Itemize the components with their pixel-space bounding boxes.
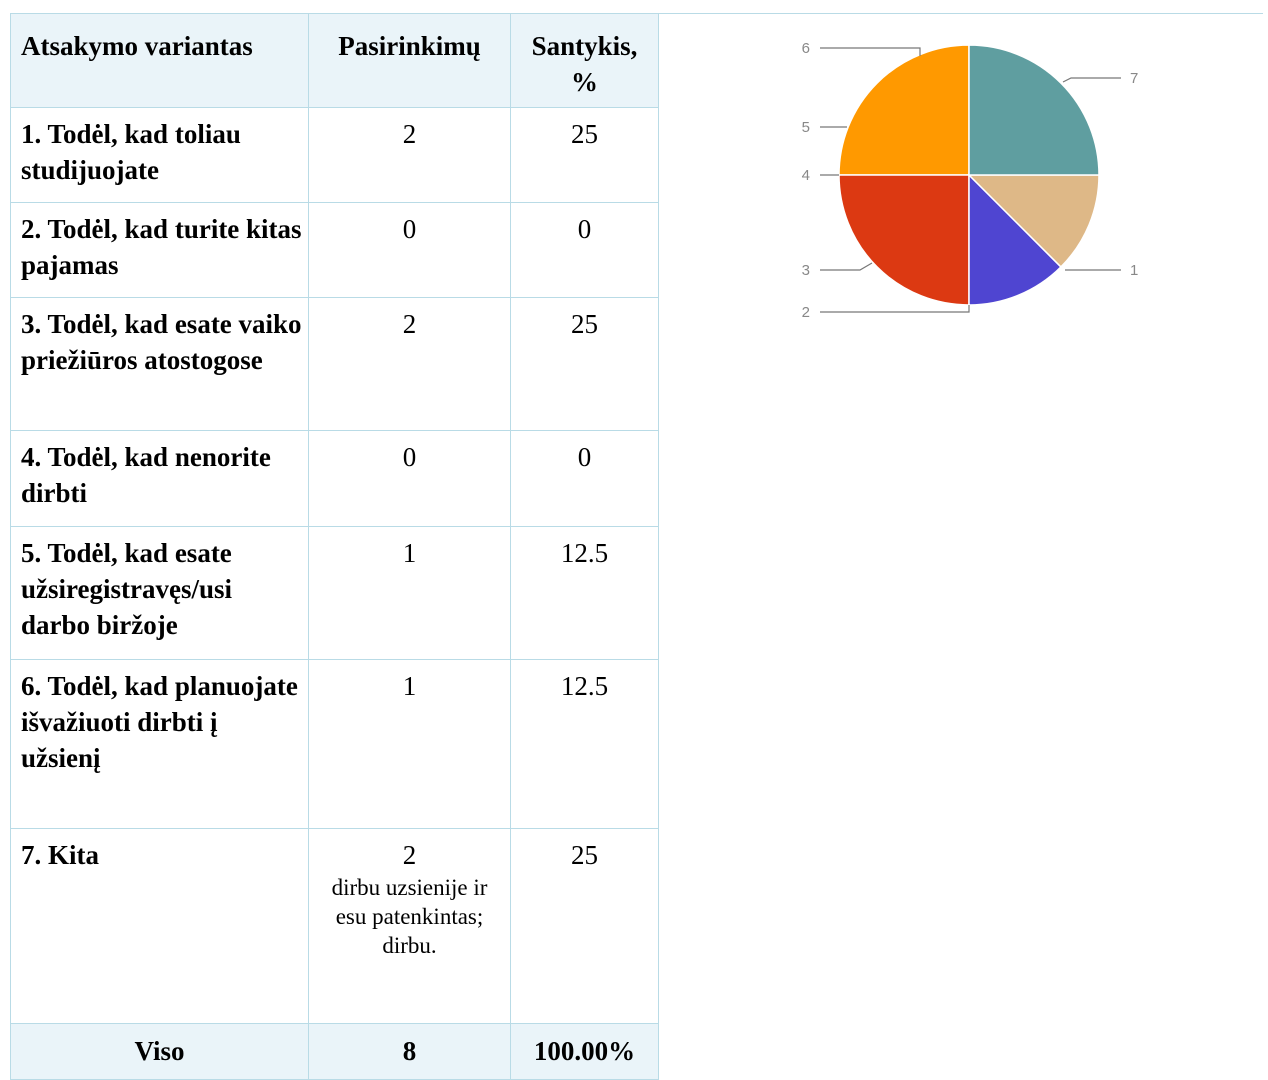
percent-cell: 0	[510, 430, 659, 527]
pie-slice-3	[838, 174, 970, 306]
table-row: 3. Todėl, kad esate vaiko priežiūros ato…	[10, 297, 659, 431]
table-row: 6. Todėl, kad planuojate išvažiuoti dirb…	[10, 659, 659, 829]
leader-line-7	[1062, 77, 1121, 83]
total-percent: 100.00%	[510, 1023, 659, 1080]
total-count: 8	[308, 1023, 511, 1080]
table-row: 2. Todėl, kad turite kitas pajamas 0 0	[10, 202, 659, 298]
total-row: Viso 8 100.00%	[10, 1023, 659, 1080]
slice-label-1: 1	[1130, 262, 1138, 279]
option-cell: 3. Todėl, kad esate vaiko priežiūros ato…	[10, 297, 309, 431]
pie-slice-5	[968, 173, 1062, 306]
slice-label-6: 6	[802, 40, 810, 57]
count-cell: 2 dirbu uzsienije ir esu patenkintas; di…	[308, 828, 511, 1024]
count-cell: 2	[308, 297, 511, 431]
leader-line-6	[820, 47, 921, 56]
count-cell: 1	[308, 526, 511, 660]
option-cell: 6. Todėl, kad planuojate išvažiuoti dirb…	[10, 659, 309, 829]
percent-cell: 25	[510, 828, 659, 1024]
table-row: 5. Todėl, kad esate užsiregistravęs/usi …	[10, 526, 659, 660]
pie-slice-1	[838, 44, 970, 176]
slice-label-5: 5	[802, 119, 810, 136]
leader-line-2	[820, 305, 970, 313]
percent-cell: 25	[510, 297, 659, 431]
option-cell: 5. Todėl, kad esate užsiregistravęs/usi …	[10, 526, 309, 660]
percent-cell: 12.5	[510, 526, 659, 660]
pie-slice-6	[967, 174, 1100, 268]
option-cell: 7. Kita	[10, 828, 309, 1024]
percent-cell: 25	[510, 107, 659, 203]
pie-slice-7	[968, 44, 1100, 176]
survey-table: Atsakymo variantas Pasirinkimų Santykis,…	[10, 13, 659, 1080]
table-row: 1. Todėl, kad toliau studijuojate 2 25	[10, 107, 659, 203]
count-cell: 0	[308, 202, 511, 298]
header-count: Pasirinkimų	[308, 13, 511, 108]
slice-label-4: 4	[802, 167, 810, 184]
count-cell: 2	[308, 107, 511, 203]
slice-label-3: 3	[802, 262, 810, 279]
header-option: Atsakymo variantas	[10, 13, 309, 108]
option-cell: 2. Todėl, kad turite kitas pajamas	[10, 202, 309, 298]
count-cell: 0	[308, 430, 511, 527]
slice-label-7: 7	[1130, 70, 1138, 87]
table-row: 4. Todėl, kad nenorite dirbti 0 0	[10, 430, 659, 527]
percent-cell: 0	[510, 202, 659, 298]
top-divider	[658, 13, 1263, 14]
table-row: 7. Kita 2 dirbu uzsienije ir esu patenki…	[10, 828, 659, 1024]
count-cell: 1	[308, 659, 511, 829]
total-label: Viso	[10, 1023, 309, 1080]
percent-cell: 12.5	[510, 659, 659, 829]
slice-label-2: 2	[802, 304, 810, 321]
other-answers-note: dirbu uzsienije ir esu patenkintas; dirb…	[331, 875, 488, 958]
header-row: Atsakymo variantas Pasirinkimų Santykis,…	[10, 13, 659, 108]
header-percent: Santykis, %	[510, 13, 659, 108]
pie-chart: 1 2 3 4 5 6 7	[802, 40, 1139, 321]
option-cell: 1. Todėl, kad toliau studijuojate	[10, 107, 309, 203]
count-value: 2	[402, 840, 417, 870]
option-cell: 4. Todėl, kad nenorite dirbti	[10, 430, 309, 527]
leader-line-3	[820, 262, 873, 271]
